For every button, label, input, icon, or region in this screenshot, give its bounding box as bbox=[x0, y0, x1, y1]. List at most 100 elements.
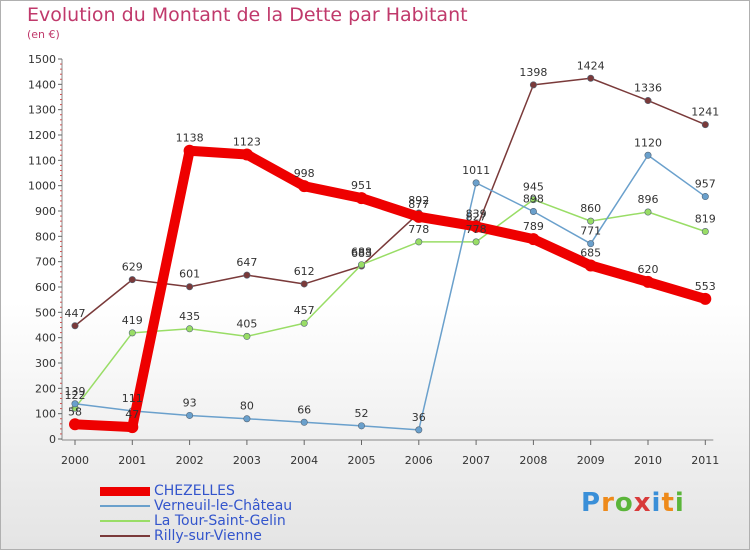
data-label: 945 bbox=[523, 181, 544, 194]
data-label: 457 bbox=[294, 304, 315, 317]
series-line-2 bbox=[74, 198, 706, 409]
data-label: 778 bbox=[408, 223, 429, 236]
legend-swatch bbox=[100, 520, 150, 522]
series-line-0 bbox=[74, 145, 707, 433]
legend-label: CHEZELLES bbox=[154, 483, 235, 499]
y-tick-label: 600 bbox=[35, 281, 56, 294]
data-point bbox=[357, 261, 365, 269]
data-point bbox=[186, 411, 194, 419]
data-point bbox=[415, 426, 423, 434]
data-point bbox=[701, 193, 709, 201]
data-label: 601 bbox=[179, 268, 200, 281]
data-label: 789 bbox=[523, 220, 544, 233]
x-tick-label: 2000 bbox=[61, 454, 89, 467]
chart-subtitle: (en €) bbox=[27, 28, 60, 41]
x-tick-label: 2004 bbox=[290, 454, 318, 467]
y-tick-label: 900 bbox=[35, 205, 56, 218]
x-tick-label: 2007 bbox=[462, 454, 490, 467]
data-label: 620 bbox=[638, 263, 659, 276]
data-label: 1398 bbox=[519, 66, 547, 79]
data-point bbox=[298, 180, 311, 193]
data-point bbox=[701, 121, 709, 129]
x-tick-label: 2005 bbox=[348, 454, 376, 467]
y-tick-label: 800 bbox=[35, 230, 56, 243]
y-tick-label: 200 bbox=[35, 382, 56, 395]
data-point bbox=[587, 240, 595, 248]
data-point bbox=[584, 259, 597, 272]
legend-label: Rilly-sur-Vienne bbox=[154, 528, 262, 544]
data-label: 688 bbox=[351, 246, 372, 259]
data-point bbox=[186, 325, 194, 333]
data-label: 771 bbox=[580, 225, 601, 238]
y-tick-label: 700 bbox=[35, 256, 56, 269]
data-label: 111 bbox=[122, 392, 143, 405]
legend-label: Verneuil-le-Château bbox=[154, 498, 293, 514]
chart-title: Evolution du Montant de la Dette par Hab… bbox=[27, 4, 468, 26]
y-tick-label: 1500 bbox=[28, 53, 56, 66]
data-label: 683 bbox=[351, 247, 372, 260]
data-point bbox=[243, 332, 251, 340]
data-label: 1011 bbox=[462, 164, 490, 177]
data-label: 93 bbox=[183, 396, 197, 409]
x-tick-label: 2003 bbox=[233, 454, 261, 467]
data-label: 47 bbox=[125, 408, 139, 421]
data-point bbox=[642, 275, 654, 288]
x-tick-label: 2011 bbox=[691, 454, 719, 467]
data-point bbox=[701, 228, 709, 236]
data-label: 819 bbox=[695, 213, 716, 226]
data-label: 1138 bbox=[176, 132, 204, 145]
y-tick-label: 1300 bbox=[28, 104, 56, 117]
data-label: 778 bbox=[466, 223, 487, 236]
y-tick-label: 0 bbox=[49, 433, 56, 446]
data-label: 685 bbox=[580, 246, 601, 259]
series-line-1 bbox=[74, 154, 706, 431]
data-point bbox=[355, 192, 368, 205]
data-label: 447 bbox=[65, 307, 86, 320]
data-point bbox=[186, 283, 194, 291]
x-tick-label: 2001 bbox=[118, 454, 146, 467]
data-point bbox=[529, 196, 537, 204]
data-point bbox=[71, 400, 79, 408]
data-label: 553 bbox=[695, 280, 716, 293]
data-point bbox=[71, 322, 79, 330]
data-point bbox=[300, 280, 308, 288]
data-point bbox=[357, 422, 365, 430]
data-label: 892 bbox=[408, 194, 429, 207]
data-point bbox=[644, 151, 652, 159]
data-label: 827 bbox=[466, 210, 487, 223]
y-tick-label: 500 bbox=[35, 306, 56, 319]
data-point bbox=[300, 319, 308, 327]
y-tick-label: 1000 bbox=[28, 180, 56, 193]
x-tick-label: 2002 bbox=[176, 454, 204, 467]
data-point bbox=[69, 418, 81, 431]
legend-swatch bbox=[100, 535, 150, 537]
proxiti-logo: Proxiti bbox=[581, 488, 685, 518]
x-tick-label: 2010 bbox=[634, 454, 662, 467]
legend-swatch bbox=[100, 486, 150, 496]
legend-swatch bbox=[100, 505, 150, 507]
data-point bbox=[412, 210, 425, 223]
data-label: 122 bbox=[65, 389, 86, 402]
data-point bbox=[240, 148, 253, 161]
data-point bbox=[183, 144, 196, 157]
y-tick-label: 100 bbox=[35, 408, 56, 421]
x-tick-label: 2009 bbox=[577, 454, 605, 467]
data-point bbox=[415, 238, 423, 246]
data-label: 647 bbox=[236, 256, 257, 269]
y-tick-label: 1100 bbox=[28, 154, 56, 167]
data-point bbox=[243, 271, 251, 279]
series-line-3 bbox=[74, 77, 706, 327]
data-point bbox=[699, 292, 712, 305]
line-chart: 0 100 200 300 400 500 600 700 800 900 1000 1100 1200… bbox=[28, 53, 719, 467]
data-point bbox=[529, 208, 537, 216]
data-label: 951 bbox=[351, 179, 372, 192]
data-point bbox=[587, 74, 595, 82]
data-label: 435 bbox=[179, 310, 200, 323]
data-label: 1336 bbox=[634, 82, 662, 95]
data-label: 36 bbox=[412, 411, 426, 424]
data-label: 52 bbox=[355, 407, 369, 420]
data-point bbox=[472, 238, 480, 246]
data-point bbox=[243, 415, 251, 423]
data-point bbox=[128, 329, 136, 337]
data-label: 629 bbox=[122, 261, 143, 274]
